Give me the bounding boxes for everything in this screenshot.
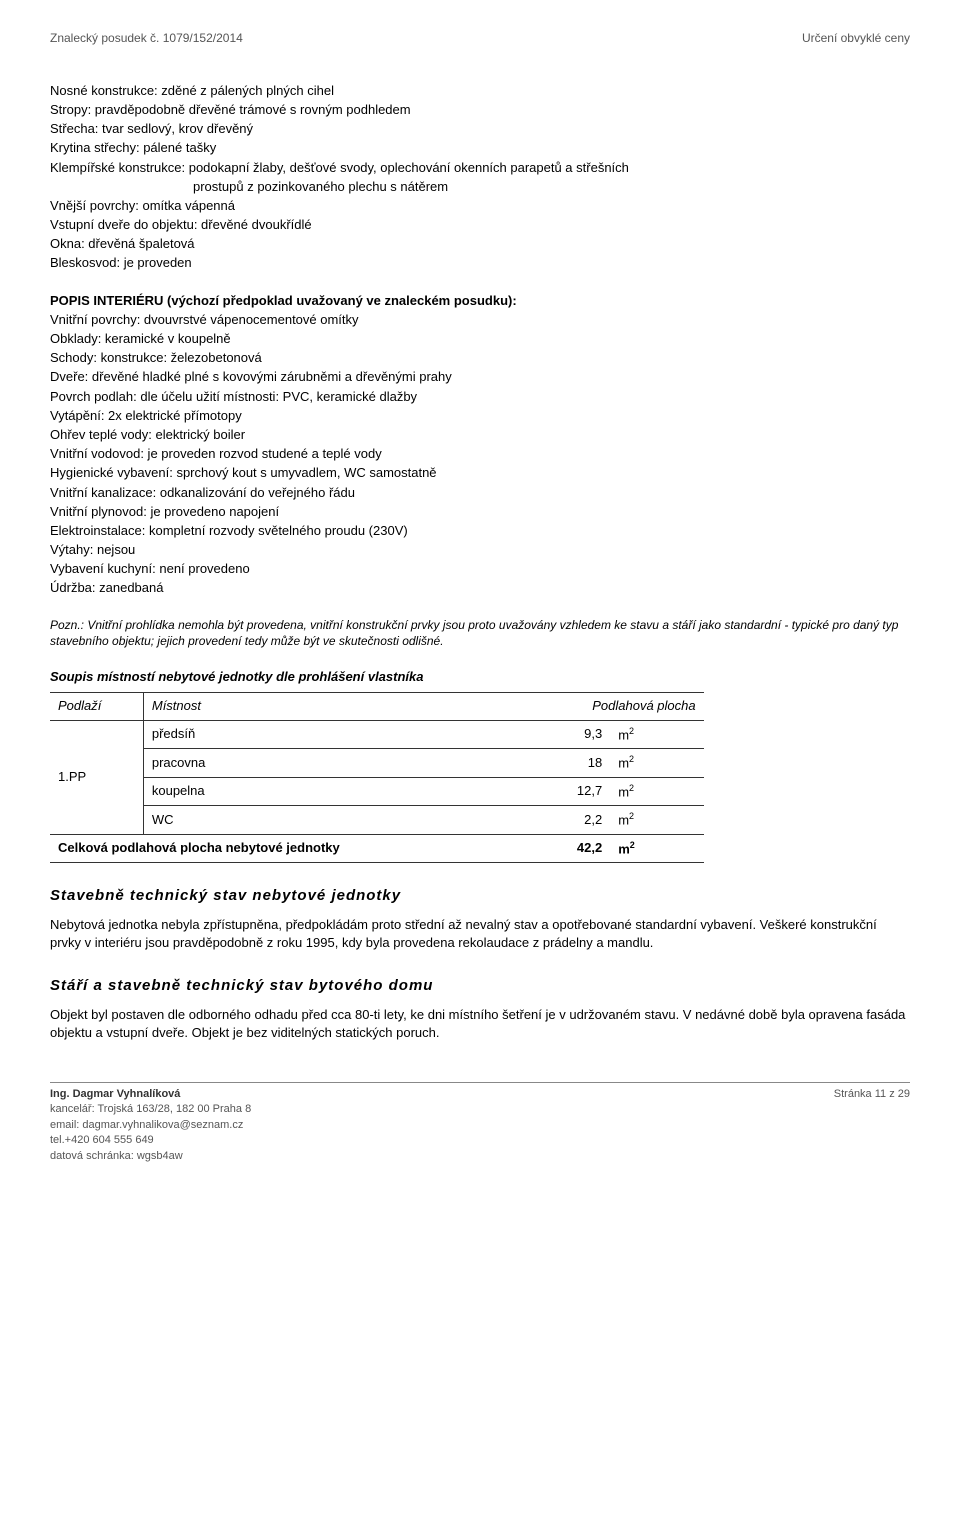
footer-page: Stránka 11 z 29	[834, 1087, 910, 1102]
interior-line: Vnitřní vodovod: je proveden rozvod stud…	[50, 445, 910, 463]
col-floor-header: Podlaží	[50, 693, 143, 720]
interior-line: Obklady: keramické v koupelně	[50, 330, 910, 348]
value-cell: 12,7	[517, 777, 610, 806]
header-left: Znalecký posudek č. 1079/152/2014	[50, 30, 243, 47]
value-cell: 18	[517, 749, 610, 778]
room-cell: předsíň	[143, 720, 516, 749]
footer-ds: datová schránka: wgsb4aw	[50, 1149, 251, 1164]
interior-line: Vytápění: 2x elektrické přímotopy	[50, 407, 910, 425]
interior-line: Vybavení kuchyní: není provedeno	[50, 560, 910, 578]
exterior-line: Bleskosvod: je proveden	[50, 254, 910, 272]
age-state-text: Objekt byl postaven dle odborného odhadu…	[50, 1006, 910, 1042]
exterior-line: Klempířské konstrukce: podokapní žlaby, …	[50, 159, 910, 177]
interior-line: Vnitřní plynovod: je provedeno napojení	[50, 503, 910, 521]
room-cell: pracovna	[143, 749, 516, 778]
unit-cell: m2	[610, 720, 703, 749]
exterior-line: Stropy: pravděpodobně dřevěné trámové s …	[50, 101, 910, 119]
floor-cell: 1.PP	[50, 720, 143, 834]
footer-name: Ing. Dagmar Vyhnalíková	[50, 1087, 251, 1102]
footer-addr: kancelář: Trojská 163/28, 182 00 Praha 8	[50, 1102, 251, 1117]
interior-line: Hygienické vybavení: sprchový kout s umy…	[50, 464, 910, 482]
header-right: Určení obvyklé ceny	[802, 30, 910, 47]
value-cell: 9,3	[517, 720, 610, 749]
exterior-line: Krytina střechy: pálené tašky	[50, 139, 910, 157]
interior-line: Vnitřní kanalizace: odkanalizování do ve…	[50, 484, 910, 502]
page-footer: Ing. Dagmar Vyhnalíková kancelář: Trojsk…	[50, 1082, 910, 1164]
exterior-line: Střecha: tvar sedlový, krov dřevěný	[50, 120, 910, 138]
age-state-heading: Stáří a stavebně technický stav bytového…	[50, 975, 910, 996]
page-header: Znalecký posudek č. 1079/152/2014 Určení…	[50, 30, 910, 47]
value-cell: 2,2	[517, 806, 610, 835]
exterior-line: prostupů z pozinkovaného plechu s nátěre…	[50, 178, 910, 196]
total-value: 42,2	[517, 834, 610, 863]
exterior-line: Vnější povrchy: omítka vápenná	[50, 197, 910, 215]
inspection-note: Pozn.: Vnitřní prohlídka nemohla být pro…	[50, 617, 910, 651]
interior-line: Výtahy: nejsou	[50, 541, 910, 559]
total-label: Celková podlahová plocha nebytové jednot…	[50, 834, 517, 863]
interior-line: Elektroinstalace: kompletní rozvody svět…	[50, 522, 910, 540]
table-row: 1.PPpředsíň9,3m2	[50, 720, 704, 749]
interior-line: Ohřev teplé vody: elektrický boiler	[50, 426, 910, 444]
exterior-line: Okna: dřevěná špaletová	[50, 235, 910, 253]
interior-heading: POPIS INTERIÉRU (výchozí předpoklad uvaž…	[50, 292, 910, 310]
col-area-header: Podlahová plocha	[517, 693, 704, 720]
table-row: koupelna12,7m2	[50, 777, 704, 806]
unit-cell: m2	[610, 777, 703, 806]
interior-line: Schody: konstrukce: železobetonová	[50, 349, 910, 367]
exterior-line: Nosné konstrukce: zděné z pálených plnýc…	[50, 82, 910, 100]
interior-line: Povrch podlah: dle účelu užití místnosti…	[50, 388, 910, 406]
rooms-table: Podlaží Místnost Podlahová plocha 1.PPpř…	[50, 692, 704, 863]
footer-email: email: dagmar.vyhnalikova@seznam.cz	[50, 1118, 251, 1133]
total-unit: m2	[610, 834, 703, 863]
table-row: pracovna18m2	[50, 749, 704, 778]
room-cell: koupelna	[143, 777, 516, 806]
interior-description: POPIS INTERIÉRU (výchozí předpoklad uvaž…	[50, 292, 910, 598]
interior-line: Údržba: zanedbaná	[50, 579, 910, 597]
tech-state-text: Nebytová jednotka nebyla zpřístupněna, p…	[50, 916, 910, 952]
room-cell: WC	[143, 806, 516, 835]
exterior-line: Vstupní dveře do objektu: dřevěné dvoukř…	[50, 216, 910, 234]
unit-cell: m2	[610, 806, 703, 835]
tech-state-heading: Stavebně technický stav nebytové jednotk…	[50, 885, 910, 906]
rooms-table-title: Soupis místností nebytové jednotky dle p…	[50, 668, 910, 686]
footer-tel: tel.+420 604 555 649	[50, 1133, 251, 1148]
table-total-row: Celková podlahová plocha nebytové jednot…	[50, 834, 704, 863]
interior-line: Dveře: dřevěné hladké plné s kovovými zá…	[50, 368, 910, 386]
unit-cell: m2	[610, 749, 703, 778]
col-room-header: Místnost	[143, 693, 516, 720]
table-row: WC2,2m2	[50, 806, 704, 835]
exterior-description: Nosné konstrukce: zděné z pálených plnýc…	[50, 82, 910, 273]
interior-line: Vnitřní povrchy: dvouvrstvé vápenocement…	[50, 311, 910, 329]
